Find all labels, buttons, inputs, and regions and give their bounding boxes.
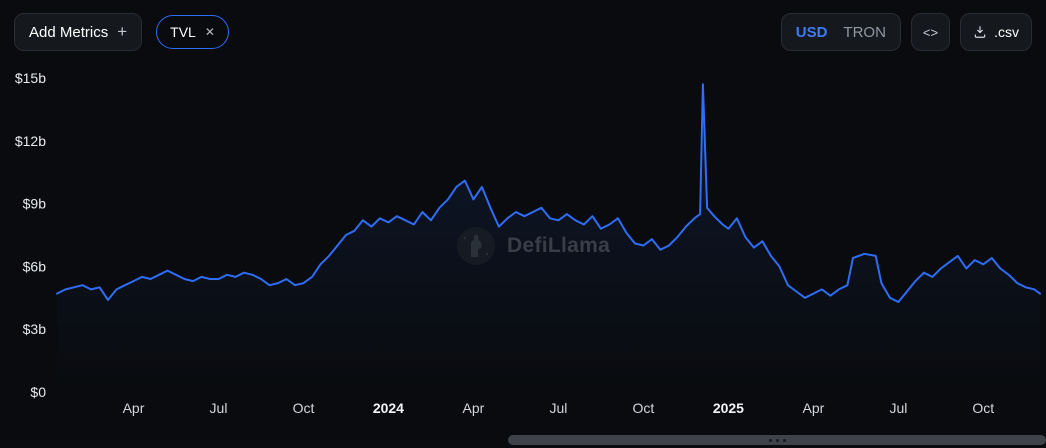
x-axis-label: 2025 <box>713 400 744 416</box>
y-axis-label: $6b <box>23 258 47 274</box>
plus-icon: + <box>117 22 128 41</box>
tvl-line <box>56 83 1041 303</box>
metric-pill-tvl[interactable]: TVL ✕ <box>156 15 229 49</box>
chart-area: $0 $3b $6b $9b $12b $15b Apr Jul Oct 2024 Apr Jul Oc… <box>0 58 1046 428</box>
add-metrics-button[interactable]: Add Metrics + <box>14 13 143 51</box>
x-axis-label: 2024 <box>373 400 404 416</box>
embed-code-button[interactable]: <> <box>910 13 951 51</box>
x-axis-label: Jul <box>549 400 567 416</box>
csv-label: .csv <box>994 24 1019 40</box>
toggle-option-tron[interactable]: TRON <box>843 23 886 41</box>
x-axis-label: Apr <box>123 400 145 416</box>
x-axis-label: Jul <box>210 400 228 416</box>
tvl-area-fill <box>57 84 1040 393</box>
y-axis-label: $9b <box>23 196 47 212</box>
y-axis-label: $0 <box>30 384 46 400</box>
y-axis-label: $12b <box>15 133 46 149</box>
y-axis-label: $15b <box>15 70 46 86</box>
tvl-line-chart[interactable]: $0 $3b $6b $9b $12b $15b Apr Jul Oct 2024 Apr Jul Oc… <box>0 58 1046 428</box>
download-icon <box>974 26 986 38</box>
close-icon[interactable]: ✕ <box>204 25 215 39</box>
scrollbar-thumb[interactable] <box>508 435 1046 445</box>
grip-dots-icon <box>775 438 779 442</box>
x-axis-label: Oct <box>633 400 655 416</box>
x-axis-label: Apr <box>463 400 485 416</box>
toolbar-left: Add Metrics + TVL ✕ <box>14 13 229 51</box>
x-axis-label: Oct <box>972 400 994 416</box>
y-axis-label: $3b <box>23 321 47 337</box>
x-axis-label: Oct <box>293 400 315 416</box>
x-axis-label: Jul <box>889 400 907 416</box>
add-metrics-label: Add Metrics <box>29 23 109 41</box>
denomination-toggle: USD TRON <box>780 13 901 51</box>
code-icon: <> <box>922 24 939 40</box>
metric-pill-label: TVL <box>170 24 196 40</box>
toolbar: Add Metrics + TVL ✕ USD TRON <> .csv <box>0 0 1046 58</box>
toggle-option-usd[interactable]: USD <box>795 23 828 41</box>
toolbar-right: USD TRON <> .csv <box>780 13 1032 51</box>
chart-zoom-scrollbar[interactable] <box>0 434 1046 446</box>
x-axis-label: Apr <box>803 400 825 416</box>
download-csv-button[interactable]: .csv <box>960 13 1032 51</box>
